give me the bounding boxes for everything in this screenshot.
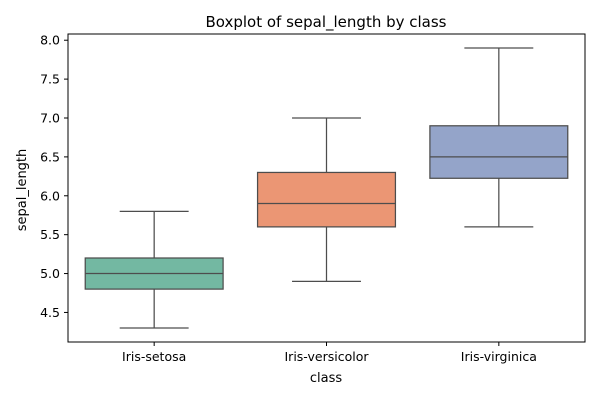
y-tick-label: 7.0 (40, 111, 60, 126)
y-tick-label: 5.0 (40, 266, 60, 281)
x-axis: Iris-setosa Iris-versicolor Iris-virginica (122, 342, 537, 364)
x-tick-label: Iris-setosa (122, 349, 186, 364)
y-axis-label: sepal_length (15, 149, 30, 232)
y-tick-label: 8.0 (40, 33, 60, 48)
y-tick-label: 6.5 (40, 149, 60, 164)
x-tick-label: Iris-versicolor (285, 349, 370, 364)
x-tick-label: Iris-virginica (461, 349, 537, 364)
plot-area (84, 47, 569, 329)
y-tick-label: 4.5 (40, 305, 60, 320)
y-axis: 4.5 5.0 5.5 6.0 6.5 7.0 7.5 8.0 (40, 33, 68, 320)
chart-title: Boxplot of sepal_length by class (205, 13, 446, 32)
y-tick-label: 7.5 (40, 72, 60, 87)
iqr-box (256, 171, 397, 228)
x-axis-label: class (310, 371, 342, 386)
iqr-box (429, 125, 569, 179)
y-tick-label: 6.0 (40, 188, 60, 203)
box-iris-setosa (84, 210, 224, 329)
y-tick-label: 5.5 (40, 227, 60, 242)
box-iris-versicolor (256, 117, 397, 282)
box-iris-virginica (429, 47, 569, 228)
